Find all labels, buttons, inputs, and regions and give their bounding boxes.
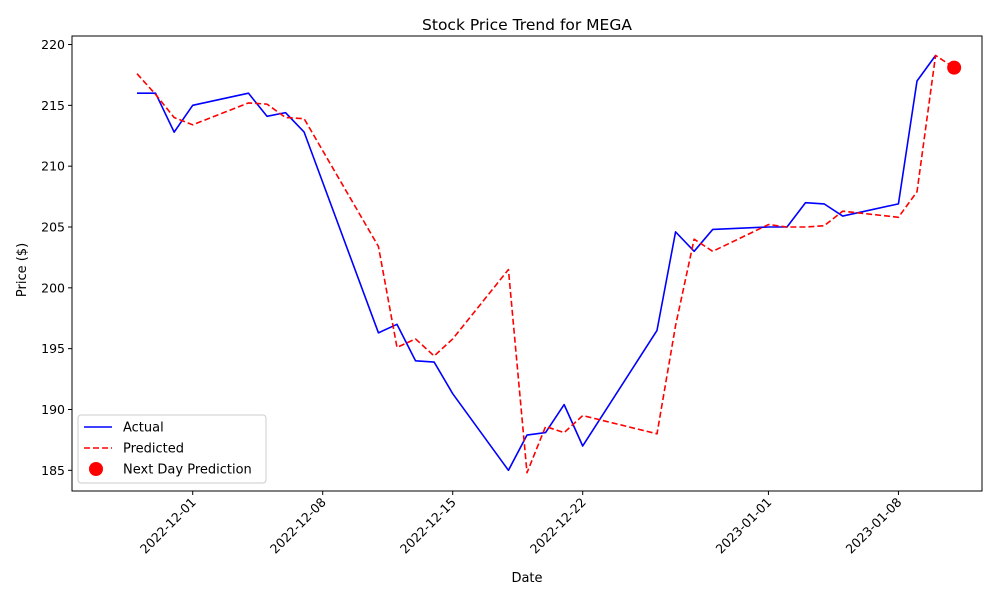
legend-marker-next-day-prediction — [89, 462, 103, 476]
legend-label: Actual — [123, 421, 164, 436]
y-tick-label: 185 — [41, 463, 65, 478]
y-tick-label: 190 — [41, 402, 65, 417]
legend-box — [77, 414, 267, 484]
y-tick-label: 195 — [41, 341, 65, 356]
y-tick-label: 205 — [41, 220, 65, 235]
chart-title: Stock Price Trend for MEGA — [422, 16, 632, 34]
next-day-prediction-point — [947, 60, 962, 75]
legend: Actual Predicted Next Day Prediction — [77, 414, 267, 484]
axes-frame — [71, 35, 983, 492]
series-line-actual — [137, 54, 937, 472]
y-axis-label: Price ($) — [15, 243, 30, 297]
series-line-predicted — [136, 54, 955, 474]
legend-label: Predicted — [123, 442, 184, 457]
y-tick-label: 200 — [41, 280, 65, 295]
y-tick-label: 215 — [41, 98, 65, 113]
plot-area — [136, 54, 962, 474]
y-tick-label: 210 — [41, 159, 65, 174]
y-tick-label: 220 — [41, 37, 65, 52]
x-axis-label: Date — [511, 571, 542, 586]
legend-label: Next Day Prediction — [123, 463, 252, 478]
